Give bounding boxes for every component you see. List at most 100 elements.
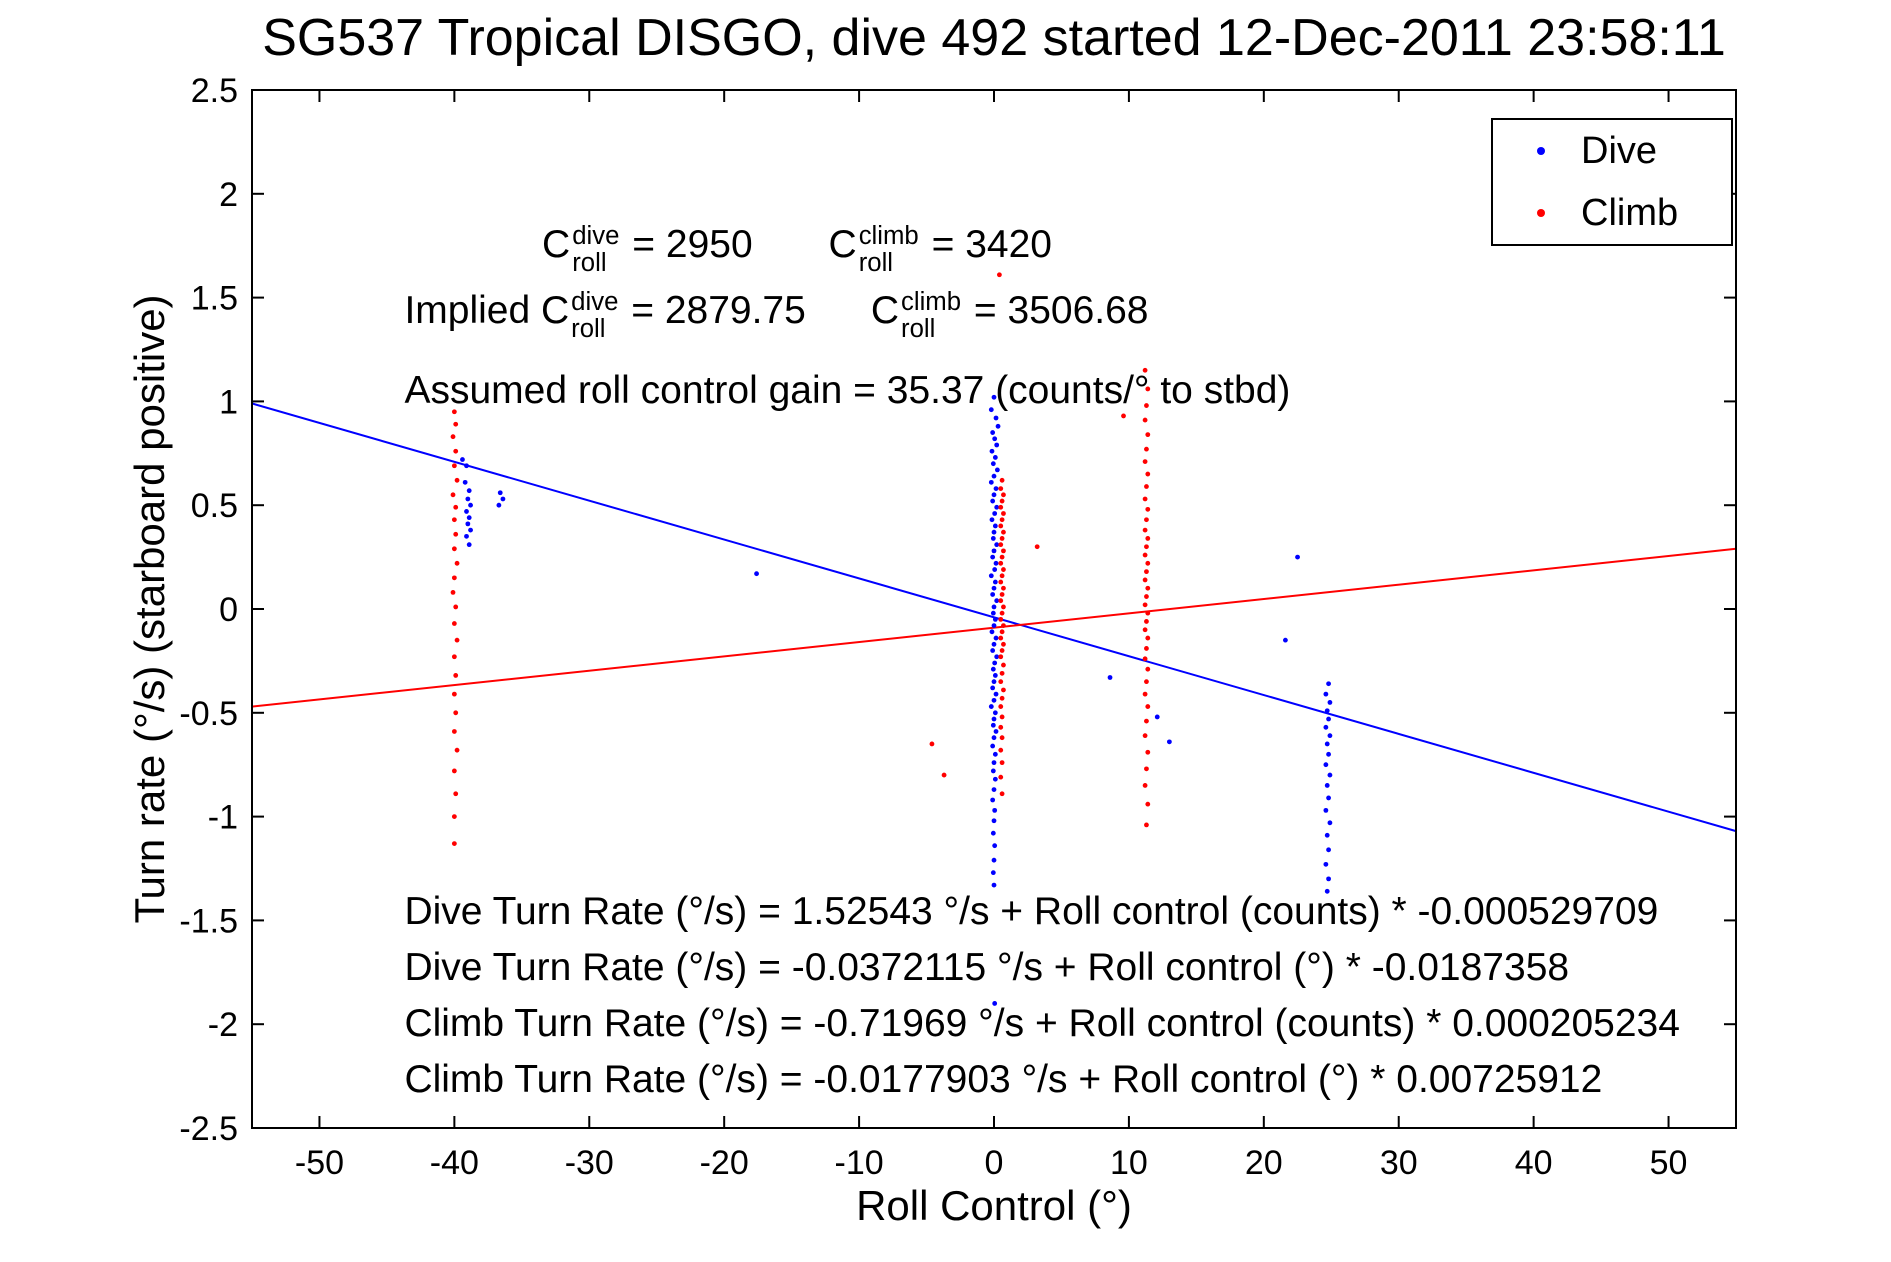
data-point-climb — [999, 629, 1005, 635]
data-point-dive — [1324, 832, 1330, 838]
x-tick-label: 20 — [1245, 1144, 1283, 1182]
data-point-dive — [1295, 554, 1300, 560]
x-tick-label: 30 — [1380, 1144, 1418, 1182]
data-point-climb — [1145, 801, 1151, 807]
data-point-climb — [453, 604, 459, 610]
data-point-dive — [988, 479, 994, 485]
data-point-climb — [1001, 492, 1006, 498]
data-point-climb — [1001, 585, 1006, 591]
data-point-climb — [451, 841, 457, 846]
data-point-climb — [998, 542, 1004, 548]
data-point-dive — [460, 457, 465, 462]
data-point-dive — [990, 666, 996, 672]
data-point-climb — [998, 579, 1004, 585]
data-point-climb — [1145, 704, 1151, 709]
data-point-dive — [1324, 888, 1330, 894]
data-point-climb — [1001, 641, 1006, 647]
data-point-dive — [991, 623, 997, 629]
data-point-dive — [990, 592, 996, 597]
data-point-dive — [991, 760, 997, 766]
x-tick-label: -10 — [835, 1144, 884, 1182]
data-point-climb — [453, 504, 459, 510]
data-point-climb — [451, 517, 457, 523]
data-point-dive — [1283, 637, 1288, 643]
data-point-dive — [991, 585, 997, 591]
data-point-dive — [990, 870, 996, 876]
data-point-dive — [1107, 675, 1113, 680]
data-point-dive — [993, 486, 999, 491]
data-point-dive — [990, 554, 996, 560]
data-point-dive — [992, 436, 998, 442]
data-point-climb — [999, 714, 1005, 720]
data-point-climb — [998, 654, 1004, 660]
data-point-dive — [1326, 876, 1331, 882]
data-point-climb — [999, 498, 1005, 504]
data-point-dive — [993, 729, 999, 734]
data-point-climb — [453, 531, 459, 537]
data-point-climb — [998, 724, 1004, 730]
data-point-climb — [999, 477, 1005, 483]
data-point-dive — [990, 830, 996, 836]
data-point-dive — [988, 407, 994, 413]
data-point-dive — [992, 776, 998, 782]
data-point-dive — [993, 691, 999, 697]
data-point-climb — [998, 523, 1004, 529]
data-point-dive — [991, 473, 997, 479]
x-tick-label: 10 — [1110, 1144, 1148, 1182]
fit-lines — [251, 402, 1737, 833]
data-point-climb — [1145, 666, 1151, 672]
data-point-climb — [453, 448, 459, 454]
y-axis-label: Turn rate (°/s) (starboard positive) — [126, 294, 173, 924]
data-point-dive — [991, 716, 997, 722]
data-point-dive — [993, 415, 999, 421]
x-axis-label: Roll Control (°) — [856, 1182, 1132, 1229]
data-point-climb — [454, 560, 460, 566]
dive-fit-line — [251, 402, 1737, 833]
data-point-climb — [1142, 459, 1148, 465]
data-point-climb — [1001, 511, 1006, 516]
data-point-climb — [453, 673, 459, 678]
data-point-dive — [990, 768, 996, 774]
y-tick-label: 1.5 — [191, 280, 238, 318]
data-point-dive — [1323, 724, 1329, 730]
data-point-dive — [994, 542, 1000, 548]
data-point-climb — [1144, 766, 1149, 772]
dive-marker-icon — [1537, 147, 1545, 155]
x-tick-label: -30 — [565, 1144, 614, 1182]
y-tick-label: 2.5 — [191, 72, 238, 110]
data-point-dive — [496, 502, 502, 508]
data-point-climb — [996, 272, 1002, 278]
data-point-climb — [1144, 822, 1149, 828]
data-point-dive — [994, 654, 1000, 660]
data-point-dive — [992, 455, 998, 460]
data-point-dive — [992, 579, 998, 585]
data-point-dive — [993, 635, 999, 641]
data-point-dive — [994, 442, 1000, 448]
data-point-climb — [1034, 544, 1040, 550]
data-point-climb — [1142, 691, 1148, 697]
data-point-climb — [929, 741, 935, 747]
y-tick-label: 0.5 — [191, 487, 238, 525]
data-point-dive — [1326, 847, 1331, 853]
legend: Dive Climb — [1491, 118, 1733, 246]
data-point-dive — [466, 542, 472, 548]
data-point-climb — [1142, 602, 1148, 608]
data-point-dive — [1326, 716, 1331, 722]
y-tick-label: -2.5 — [179, 1110, 238, 1148]
data-point-climb — [999, 517, 1005, 523]
data-point-dive — [1326, 681, 1331, 687]
data-point-dive — [1323, 691, 1329, 697]
y-tick-label: -0.5 — [179, 695, 238, 733]
data-point-climb — [1144, 718, 1149, 724]
data-point-dive — [1327, 700, 1333, 705]
data-point-climb — [1001, 662, 1006, 668]
data-point-climb — [453, 791, 459, 797]
data-point-climb — [1142, 627, 1148, 633]
data-point-dive — [990, 648, 996, 653]
data-point-climb — [1145, 610, 1151, 616]
data-point-climb — [451, 575, 457, 581]
data-point-dive — [995, 423, 1001, 429]
data-point-dive — [988, 573, 994, 579]
data-point-climb — [999, 592, 1005, 597]
data-point-dive — [990, 685, 996, 691]
